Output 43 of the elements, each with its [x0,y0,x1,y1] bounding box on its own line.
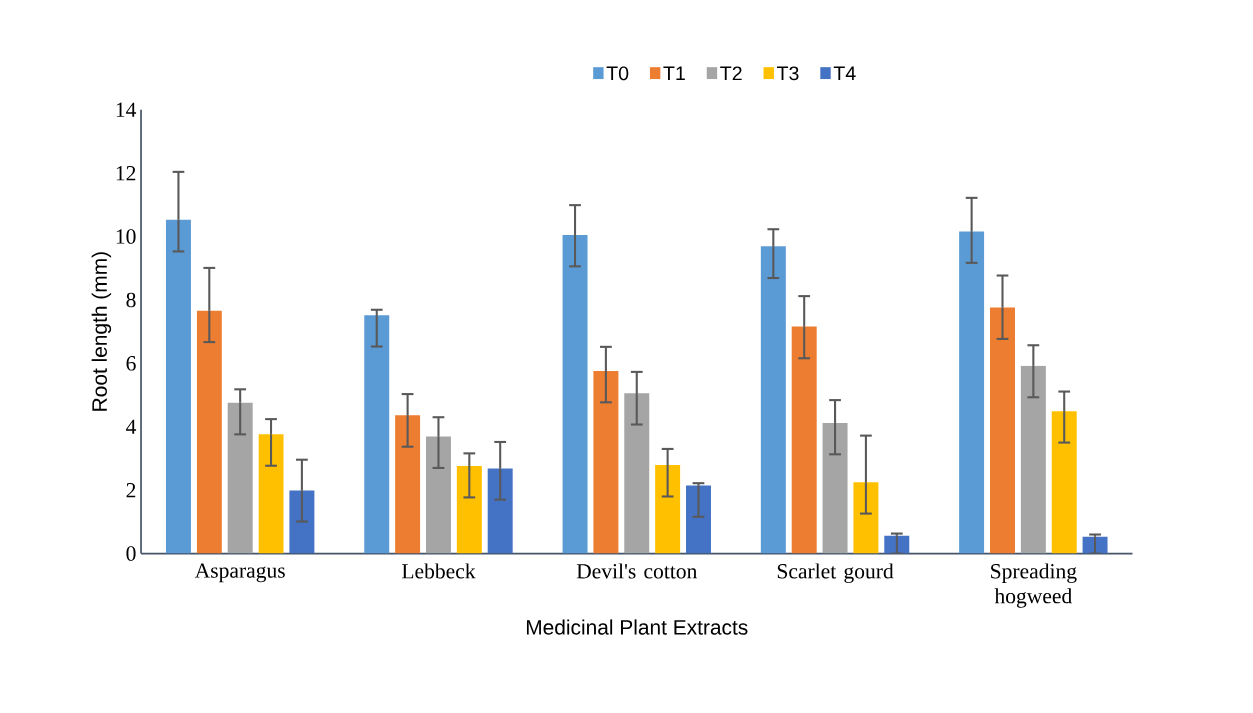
bar [959,231,985,554]
y-tick-label: 12 [116,165,136,181]
legend-label: T3 [776,66,799,81]
x-axis-title: Medicinal Plant Extracts [526,619,748,635]
x-tick-label: Asparagus [194,563,285,583]
bar [1051,411,1077,554]
bar [258,434,284,554]
bar [364,315,390,554]
bar [425,436,451,554]
bar [655,464,681,554]
bar [165,219,191,554]
bar [456,465,482,554]
bar [791,326,817,554]
bar [822,422,848,554]
bar [624,393,650,554]
legend-label: T0 [606,66,629,81]
bar [562,234,588,554]
bar [990,307,1015,554]
x-tick-label: Spreading hogweed [991,563,1077,608]
legend-label: T4 [833,66,856,80]
legend-label: T1 [663,66,685,80]
bar [593,370,619,554]
y-tick-label: 8 [126,292,136,308]
x-tick-label: Scarlet gourd [777,563,894,583]
bar [289,490,315,554]
y-tick-label: 10 [116,229,136,244]
y-tick-label: 14 [116,102,137,117]
x-tick-label: Lebbeck [401,563,476,579]
bar [685,485,711,554]
y-tick-label: 4 [126,419,137,434]
bar [760,246,786,554]
y-tick-label: 6 [126,355,136,371]
bar [853,482,879,554]
bar [487,468,513,554]
y-tick-label: 2 [126,482,136,498]
x-tick-label: Devil's cotton [576,563,698,579]
legend-label: T2 [720,66,742,80]
bar [1020,365,1046,554]
bar [227,402,253,554]
bar [395,415,421,554]
bar [196,310,222,554]
y-tick-label: 0 [126,546,136,561]
y-axis-title: Root length (mm) [91,252,112,411]
